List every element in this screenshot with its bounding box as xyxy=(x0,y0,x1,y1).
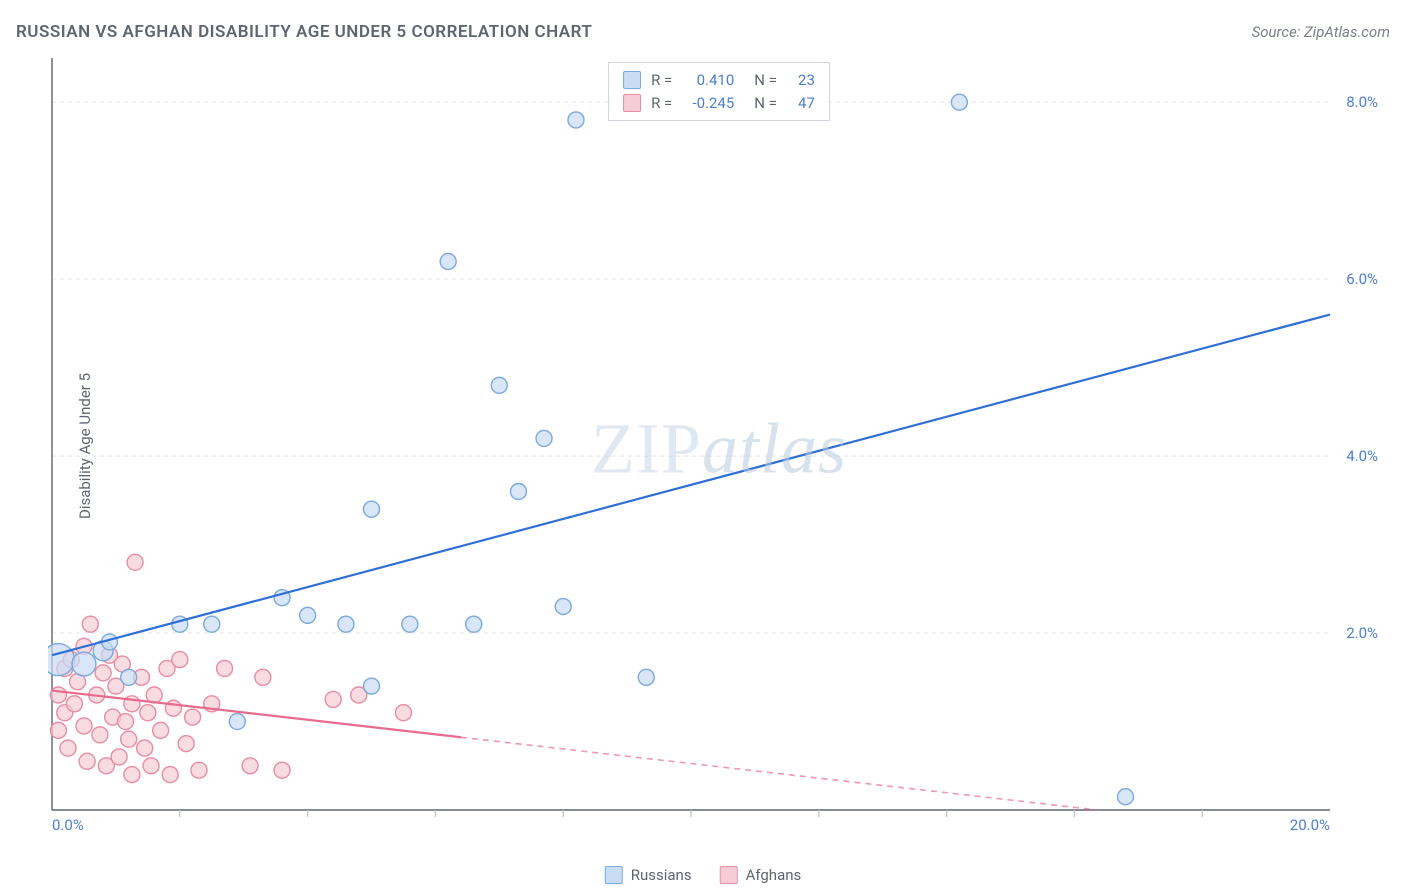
chart-header: RUSSIAN VS AFGHAN DISABILITY AGE UNDER 5… xyxy=(16,22,1390,42)
legend-swatch xyxy=(720,866,738,884)
scatter-plot-svg xyxy=(48,58,1390,840)
y-tick-label: 6.0% xyxy=(1346,270,1378,288)
chart-title: RUSSIAN VS AFGHAN DISABILITY AGE UNDER 5… xyxy=(16,22,592,42)
legend-label: Afghans xyxy=(746,866,802,884)
stats-r-value: -0.245 xyxy=(682,92,734,115)
stats-n-value: 23 xyxy=(787,69,815,92)
y-tick-label: 4.0% xyxy=(1346,447,1378,465)
stats-r-value: 0.410 xyxy=(682,69,734,92)
legend-item: Russians xyxy=(605,866,692,884)
correlation-stats-box: R = 0.410 N = 23 R = -0.245 N = 47 xyxy=(608,62,830,121)
y-tick-label: 2.0% xyxy=(1346,624,1378,642)
stats-row: R = -0.245 N = 47 xyxy=(623,92,815,115)
x-tick-label: 20.0% xyxy=(1290,816,1330,834)
legend-label: Russians xyxy=(631,866,692,884)
stats-swatch xyxy=(623,71,641,89)
y-tick-label: 8.0% xyxy=(1346,93,1378,111)
stats-swatch xyxy=(623,94,641,112)
legend-item: Afghans xyxy=(720,866,802,884)
plot-area: ZIPatlas R =0.410N =23R =-0.245N =47 2.0… xyxy=(48,58,1390,840)
stats-n-label: N = xyxy=(754,69,777,92)
x-tick-label: 0.0% xyxy=(52,816,84,834)
source-attribution: Source: ZipAtlas.com xyxy=(1252,23,1390,41)
stats-n-label: N = xyxy=(754,92,777,115)
stats-row: R = 0.410 N = 23 xyxy=(623,69,815,92)
stats-n-value: 47 xyxy=(787,92,815,115)
stats-r-label: R = xyxy=(651,92,672,115)
legend-bottom: Russians Afghans xyxy=(605,866,802,884)
stats-r-label: R = xyxy=(651,69,672,92)
legend-swatch xyxy=(605,866,623,884)
